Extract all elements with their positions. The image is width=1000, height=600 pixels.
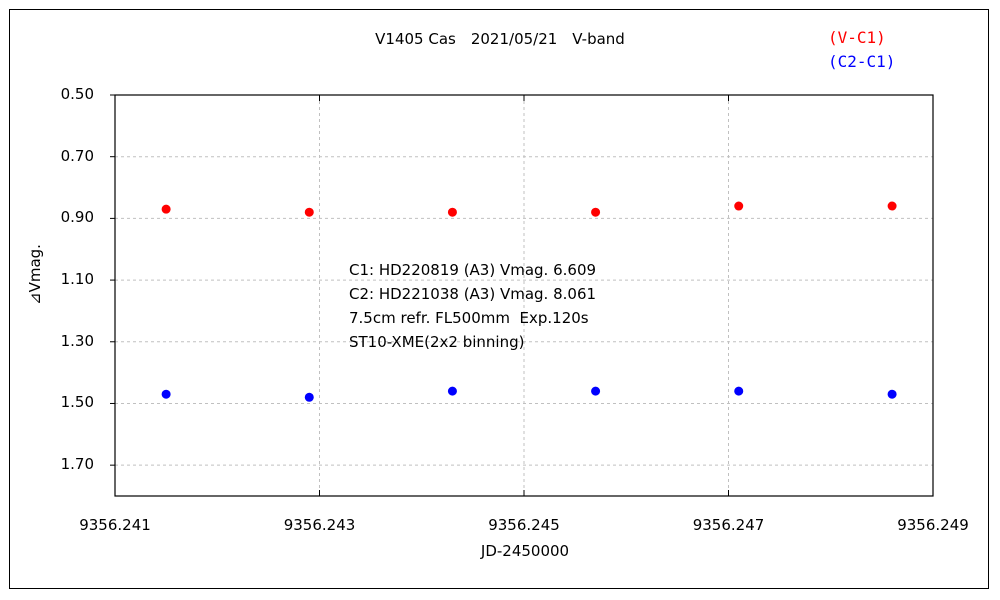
data-point-v-c1: [887, 201, 897, 211]
chart-frame: [9, 9, 989, 589]
data-point-c2-c1: [734, 386, 744, 396]
data-point-c2-c1: [887, 389, 897, 399]
annotation-telescope: 7.5cm refr. FL500mm Exp.120s: [349, 309, 589, 327]
data-point-v-c1: [304, 207, 314, 217]
x-tick-label: 9356.249: [897, 516, 969, 534]
data-point-v-c1: [591, 207, 601, 217]
x-tick-label: 9356.241: [79, 516, 151, 534]
y-axis-label: ⊿Vmag.: [26, 244, 44, 305]
annotation-c1: C1: HD220819 (A3) Vmag. 6.609: [349, 261, 597, 279]
annotation-camera: ST10-XME(2x2 binning): [349, 333, 525, 351]
chart-title: V1405 Cas 2021/05/21 V-band: [375, 30, 625, 48]
data-point-c2-c1: [304, 392, 314, 402]
data-point-c2-c1: [447, 386, 457, 396]
y-tick-label: 1.30: [60, 331, 94, 350]
x-tick-label: 9356.243: [283, 516, 356, 534]
y-tick-label: 0.90: [60, 208, 94, 227]
x-tick-label: 9356.247: [692, 516, 765, 534]
y-tick-label: 1.10: [60, 270, 94, 289]
y-tick-label: 1.70: [60, 455, 94, 474]
data-point-c2-c1: [161, 389, 171, 399]
data-point-v-c1: [447, 207, 457, 217]
data-point-c2-c1: [591, 386, 601, 396]
y-tick-label: 0.70: [60, 146, 94, 165]
y-tick-label: 0.50: [60, 85, 94, 103]
annotation-c2: C2: HD221038 (A3) Vmag. 8.061: [349, 285, 597, 303]
legend-entry-v-c1: (V-C1): [828, 28, 886, 47]
data-point-v-c1: [161, 204, 171, 214]
x-tick-label: 9356.245: [488, 516, 560, 534]
data-point-v-c1: [734, 201, 744, 211]
x-axis-label: JD-2450000: [480, 542, 570, 560]
y-tick-label: 1.50: [60, 393, 94, 412]
legend-entry-c2-c1: (C2-C1): [828, 52, 896, 71]
